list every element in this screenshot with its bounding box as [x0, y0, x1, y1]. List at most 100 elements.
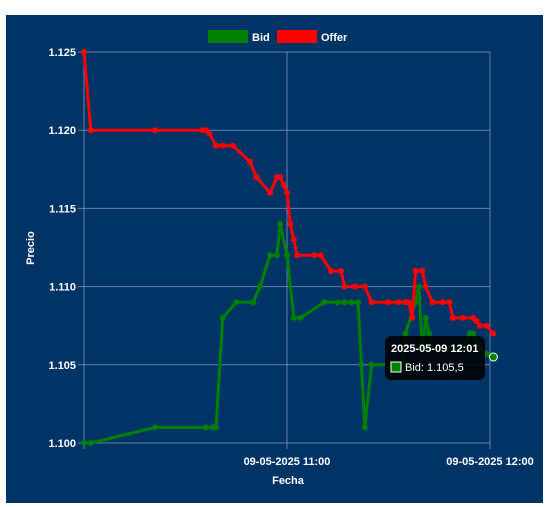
- offer-point[interactable]: [213, 142, 219, 149]
- offer-point[interactable]: [439, 299, 446, 306]
- offer-point[interactable]: [429, 299, 436, 306]
- offer-point[interactable]: [341, 283, 348, 290]
- offer-point[interactable]: [483, 322, 490, 329]
- y-tick-label: 1.110: [49, 282, 76, 294]
- bid-point[interactable]: [267, 252, 274, 259]
- bid-point[interactable]: [348, 299, 355, 306]
- tooltip-value: Bid: 1.105,5: [405, 362, 464, 374]
- legend-item-bid[interactable]: Bid: [208, 30, 270, 44]
- bid-point[interactable]: [297, 314, 304, 321]
- offer-point[interactable]: [229, 142, 236, 149]
- grid-layer: [78, 51, 491, 449]
- legend[interactable]: Bid Offer: [208, 30, 348, 44]
- offer-point[interactable]: [206, 130, 213, 137]
- bid-point[interactable]: [277, 221, 284, 227]
- offer-point[interactable]: [476, 322, 483, 329]
- tooltip-box: [385, 336, 485, 380]
- offer-point[interactable]: [87, 127, 94, 134]
- bid-point[interactable]: [250, 299, 257, 306]
- tooltip-active-point: [488, 352, 498, 362]
- x-tick-label: 09-05-2025 11:00: [244, 456, 331, 468]
- bid-point[interactable]: [219, 314, 226, 321]
- offer-point[interactable]: [328, 268, 334, 274]
- bid-point[interactable]: [355, 299, 362, 306]
- offer-point[interactable]: [473, 318, 480, 324]
- bid-point[interactable]: [341, 299, 348, 306]
- offer-point[interactable]: [284, 189, 290, 196]
- offer-point[interactable]: [311, 252, 318, 259]
- bid-point[interactable]: [87, 440, 94, 446]
- bid-point[interactable]: [273, 252, 280, 259]
- offer-point[interactable]: [409, 314, 416, 321]
- bid-point[interactable]: [290, 314, 297, 321]
- bid-point[interactable]: [202, 424, 209, 431]
- series-layer: [81, 49, 497, 446]
- bid-point[interactable]: [81, 440, 87, 446]
- offer-point[interactable]: [246, 158, 253, 165]
- offer-point[interactable]: [490, 330, 497, 337]
- bid-point[interactable]: [284, 252, 290, 259]
- offer-point[interactable]: [449, 314, 456, 321]
- legend-swatch: [208, 30, 248, 43]
- series-offer: [81, 49, 497, 337]
- bid-point[interactable]: [358, 361, 365, 368]
- offer-point[interactable]: [422, 283, 429, 290]
- offer-point[interactable]: [412, 268, 419, 274]
- offer-point[interactable]: [361, 283, 368, 290]
- offer-point[interactable]: [253, 174, 260, 181]
- y-tick-label: 1.115: [49, 203, 76, 215]
- offer-point[interactable]: [152, 127, 159, 134]
- offer-point[interactable]: [446, 299, 453, 306]
- bid-point[interactable]: [152, 424, 159, 431]
- y-tick-labels: 1.100 1.105 1.110 1.115 1.120 1.125: [48, 47, 76, 450]
- offer-point[interactable]: [267, 189, 274, 196]
- bid-point[interactable]: [426, 330, 433, 337]
- tooltip-swatch: [390, 361, 402, 373]
- tooltip-title: 2025-05-09 12:01: [391, 343, 478, 355]
- bid-point[interactable]: [422, 314, 429, 321]
- chart-panel: [6, 15, 543, 503]
- bid-point[interactable]: [213, 424, 219, 431]
- bid-point[interactable]: [321, 299, 328, 306]
- x-axis-title: Fecha: [272, 475, 305, 487]
- offer-point[interactable]: [219, 142, 226, 149]
- legend-label: Bid: [252, 32, 270, 44]
- x-tick-labels: 09-05-2025 11:00 09-05-2025 12:00: [244, 456, 534, 468]
- offer-point[interactable]: [81, 49, 87, 55]
- tooltip: 2025-05-09 12:01 Bid: 1.105,5: [385, 336, 498, 380]
- bid-point[interactable]: [402, 330, 409, 337]
- offer-point[interactable]: [459, 314, 466, 321]
- offer-point[interactable]: [287, 221, 294, 227]
- y-tick-label: 1.105: [48, 360, 76, 372]
- legend-item-offer[interactable]: Offer: [277, 30, 348, 44]
- y-tick-label: 1.100: [48, 438, 76, 450]
- offer-point[interactable]: [294, 252, 301, 259]
- offer-point[interactable]: [385, 299, 392, 306]
- series-bid: [81, 221, 497, 446]
- bid-point[interactable]: [415, 283, 422, 290]
- offer-point[interactable]: [419, 268, 426, 274]
- legend-swatch: [277, 30, 317, 43]
- bid-point[interactable]: [233, 299, 240, 306]
- bid-point[interactable]: [470, 330, 477, 337]
- offer-point[interactable]: [277, 174, 284, 181]
- x-tick-label: 09-05-2025 12:00: [446, 456, 533, 468]
- legend-label: Offer: [321, 32, 348, 44]
- bid-point[interactable]: [256, 283, 263, 290]
- bid-point[interactable]: [361, 424, 368, 431]
- offer-point[interactable]: [351, 283, 358, 290]
- offer-point[interactable]: [368, 299, 375, 306]
- y-tick-label: 1.120: [48, 125, 76, 137]
- offer-point[interactable]: [280, 181, 287, 188]
- offer-point[interactable]: [338, 268, 345, 274]
- offer-point[interactable]: [405, 299, 412, 306]
- y-axis-title: Precio: [25, 231, 37, 265]
- offer-point[interactable]: [395, 299, 402, 306]
- offer-point[interactable]: [317, 252, 324, 259]
- bid-point[interactable]: [334, 299, 341, 306]
- offer-point[interactable]: [290, 236, 297, 243]
- bid-point[interactable]: [483, 350, 490, 357]
- y-tick-label: 1.125: [48, 47, 76, 59]
- bid-point[interactable]: [368, 361, 375, 368]
